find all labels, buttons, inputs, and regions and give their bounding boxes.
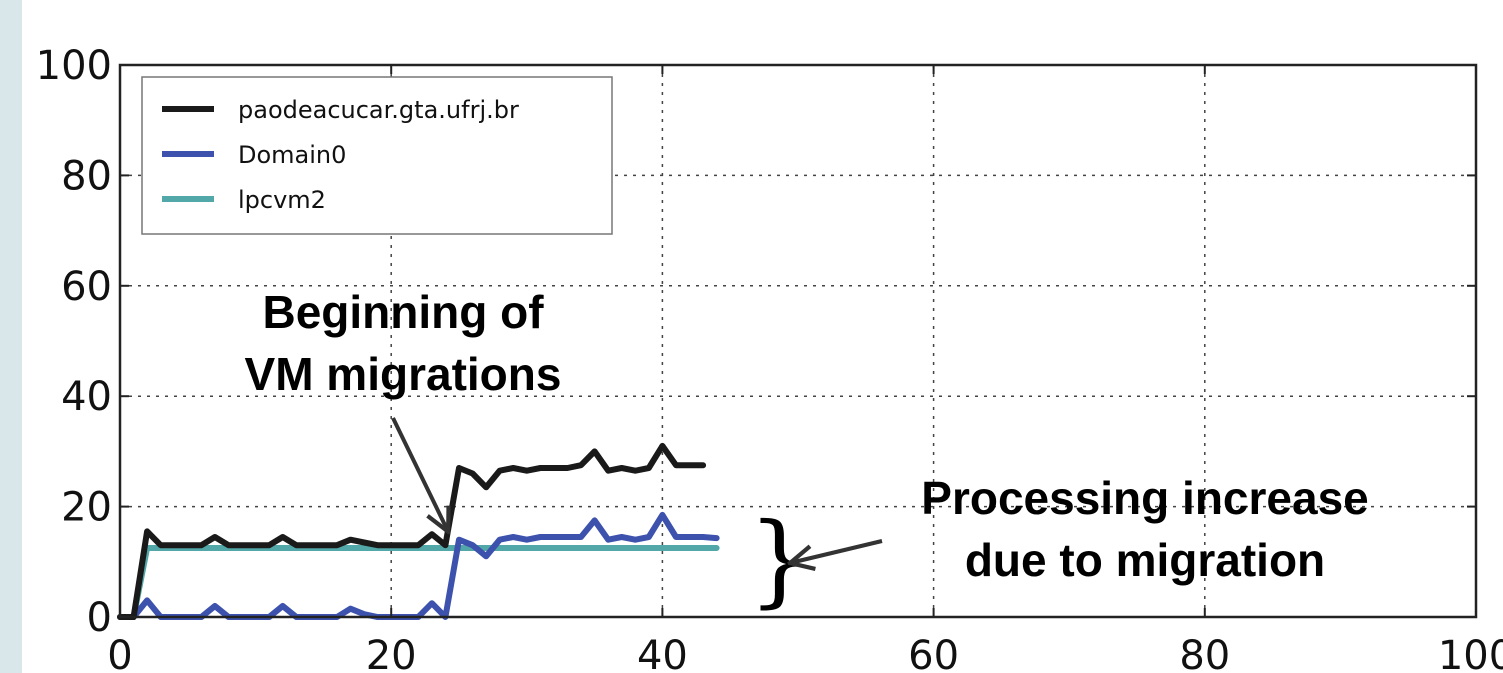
annotation-text: VM migrations: [245, 348, 562, 400]
y-tick-label: 40: [61, 374, 112, 420]
annotation-text: Processing increase: [921, 472, 1368, 524]
legend-label: lpcvm2: [238, 186, 326, 214]
annotation-arrow: [391, 417, 448, 532]
legend: paodeacucar.gta.ufrj.br Domain0 lpcvm2: [141, 76, 613, 235]
x-tick-label: 40: [637, 633, 688, 673]
slide-side-strip: [0, 0, 22, 673]
x-tick-label: 80: [1179, 633, 1230, 673]
x-tick-label: 20: [366, 633, 417, 673]
y-tick-label: 20: [61, 485, 112, 531]
series-line-domain0: [117, 511, 720, 620]
annotation-text: Beginning of: [262, 286, 544, 338]
x-tick-label: 100: [1438, 633, 1503, 673]
series-line-paodeacucar-gta-ufrj-br: [117, 442, 707, 620]
annotation-migration-start: Beginning of VM migrations: [245, 286, 562, 532]
plot-frame: [118, 63, 1478, 619]
x-tick-label: 0: [107, 633, 132, 673]
annotation-arrow: [790, 539, 883, 563]
x-tick-label: 60: [908, 633, 959, 673]
y-tick-label: 0: [87, 595, 112, 641]
legend-label: paodeacucar.gta.ufrj.br: [238, 96, 519, 124]
y-tick-label: 100: [36, 43, 112, 89]
legend-label: Domain0: [238, 141, 346, 169]
annotation-text: due to migration: [965, 534, 1325, 586]
y-tick-label: 60: [61, 264, 112, 310]
y-tick-label: 80: [61, 153, 112, 199]
legend-box: [141, 76, 613, 235]
